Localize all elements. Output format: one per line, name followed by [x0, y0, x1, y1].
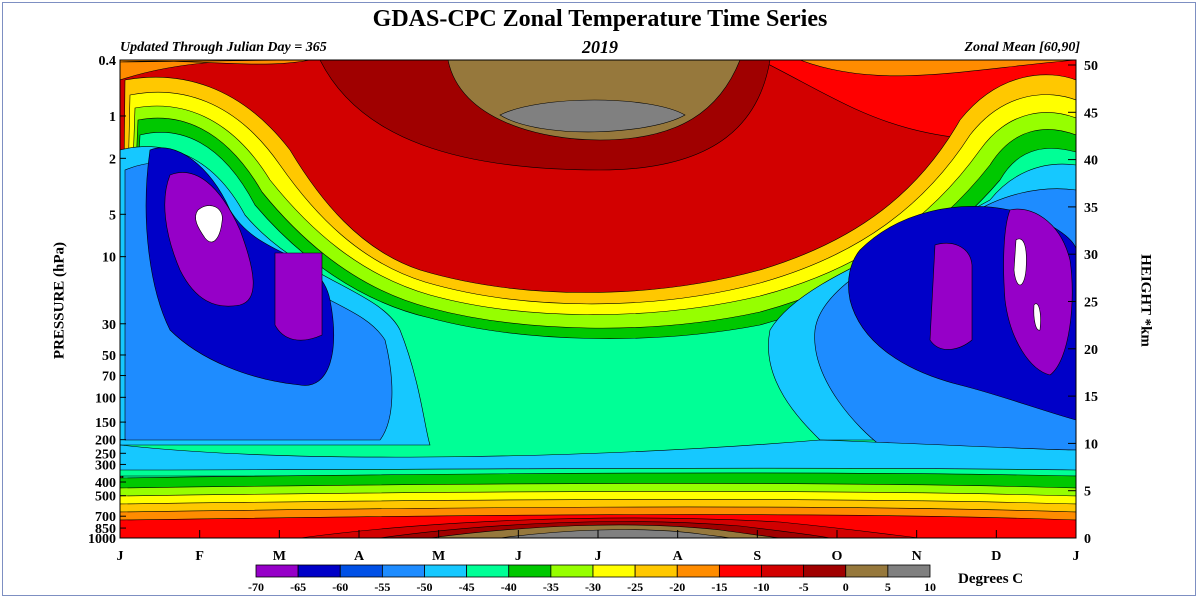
- colorbar: -70 -65 -60 -55 -50 -45 -40 -35 -30 -25 -20 -15 -10-…: [248, 564, 936, 594]
- chart-title: GDAS-CPC Zonal Temperature Time Series: [372, 6, 828, 32]
- colorbar-swatch: [634, 564, 678, 578]
- pressure-tick-label: 150: [95, 416, 116, 431]
- contour-plot-area: [120, 60, 1076, 538]
- band-50-tropo: [120, 439, 1076, 473]
- pressure-tick-label: 1000: [88, 532, 116, 547]
- band-5-stratopause-core: [499, 99, 686, 133]
- band-5-surface: [499, 529, 731, 538]
- colorbar-tick-label: -15: [711, 580, 727, 594]
- colorbar-tick-label: -45: [459, 580, 475, 594]
- pressure-tick-label: 30: [102, 318, 116, 333]
- height-tick-label: 20: [1084, 343, 1098, 358]
- colorbar-swatch: [592, 564, 636, 578]
- colorbar-tick-label: 5: [885, 580, 891, 594]
- colorbar-swatch: [297, 564, 341, 578]
- subtitle-updated: Updated Through Julian Day = 365: [120, 40, 327, 55]
- subtitle-year: 2019: [582, 37, 618, 57]
- colorbar-tick-label: -30: [585, 580, 601, 594]
- min-left: [195, 205, 223, 243]
- colorbar-tick-label: -50: [417, 580, 433, 594]
- height-tick-label: 5: [1084, 485, 1091, 500]
- colorbar-units-label: Degrees C: [958, 571, 1024, 587]
- month-tick-label: A: [673, 549, 684, 564]
- colorbar-swatch: [676, 564, 720, 578]
- pressure-tick-label: 850: [95, 522, 116, 537]
- colorbar-swatch: [803, 564, 847, 578]
- pressure-tick-label: 70: [102, 370, 116, 385]
- colorbar-swatch: [466, 564, 510, 578]
- pressure-tick-label: 700: [95, 510, 116, 525]
- height-tick-label: 15: [1084, 390, 1098, 405]
- colorbar-tick-label: -60: [332, 580, 348, 594]
- colorbar-tick-label: -40: [501, 580, 517, 594]
- colorbar-tick-label: -65: [290, 580, 306, 594]
- month-tick-label: J: [117, 549, 124, 564]
- height-tick-label: 25: [1084, 296, 1098, 311]
- height-tick-label: 50: [1084, 59, 1098, 74]
- colorbar-swatch: [845, 564, 889, 578]
- pressure-tick-label: 1: [109, 110, 116, 125]
- month-tick-label: J: [595, 549, 602, 564]
- pressure-tick-label: 250: [95, 447, 116, 462]
- month-tick-label: F: [195, 549, 204, 564]
- min-right-b: [1033, 303, 1041, 331]
- colorbar-tick-label: -35: [543, 580, 559, 594]
- pressure-tick-label: 400: [95, 476, 116, 491]
- height-tick-label: 10: [1084, 437, 1098, 452]
- height-tick-label: 0: [1084, 532, 1091, 547]
- colorbar-tick-label: 0: [843, 580, 849, 594]
- axes-group: 0.41251030507010015020025030040050070085…: [88, 54, 1098, 564]
- colorbar-swatch: [339, 564, 383, 578]
- colorbar-swatch: [887, 564, 931, 578]
- colorbar-swatch: [381, 564, 425, 578]
- month-tick-label: J: [1073, 549, 1080, 564]
- height-tick-label: 30: [1084, 248, 1098, 263]
- colorbar-tick-label: -25: [627, 580, 643, 594]
- colorbar-tick-label: -20: [669, 580, 685, 594]
- colorbar-swatch: [761, 564, 805, 578]
- pressure-tick-label: 0.4: [99, 54, 117, 69]
- month-tick-label: M: [273, 549, 286, 564]
- pressure-tick-label: 5: [109, 208, 116, 223]
- colorbar-swatch: [550, 564, 594, 578]
- colorbar-tick-label: -10: [754, 580, 770, 594]
- pressure-tick-label: 500: [95, 490, 116, 505]
- colorbar-tick-label: -5: [799, 580, 809, 594]
- colorbar-swatch: [255, 564, 299, 578]
- month-tick-label: O: [832, 549, 843, 564]
- height-tick-label: 40: [1084, 154, 1098, 169]
- month-tick-label: A: [354, 549, 365, 564]
- height-tick-label: 45: [1084, 106, 1098, 121]
- month-tick-label: M: [432, 549, 445, 564]
- min-right-a: [1013, 238, 1027, 286]
- pressure-tick-label: 2: [109, 152, 116, 167]
- colorbar-swatch: [718, 564, 762, 578]
- colorbar-tick-label: -70: [248, 580, 264, 594]
- pressure-tick-label: 100: [95, 391, 116, 406]
- colorbar-swatch: [424, 564, 468, 578]
- colorbar-swatch: [508, 564, 552, 578]
- band-70-right-a: [929, 242, 973, 350]
- month-tick-label: D: [991, 549, 1001, 564]
- month-tick-label: N: [912, 549, 922, 564]
- height-tick-label: 35: [1084, 201, 1098, 216]
- colorbar-tick-label: -55: [374, 580, 390, 594]
- pressure-tick-label: 10: [102, 251, 116, 266]
- colorbar-tick-label: 10: [924, 580, 936, 594]
- band-70-left-b: [274, 252, 323, 341]
- pressure-tick-label: 300: [95, 458, 116, 473]
- subtitle-zonal-mean: Zonal Mean [60,90]: [964, 40, 1081, 55]
- pressure-tick-label: 200: [95, 434, 116, 449]
- month-tick-label: S: [753, 549, 761, 564]
- month-tick-label: J: [515, 549, 522, 564]
- pressure-tick-label: 50: [102, 349, 116, 364]
